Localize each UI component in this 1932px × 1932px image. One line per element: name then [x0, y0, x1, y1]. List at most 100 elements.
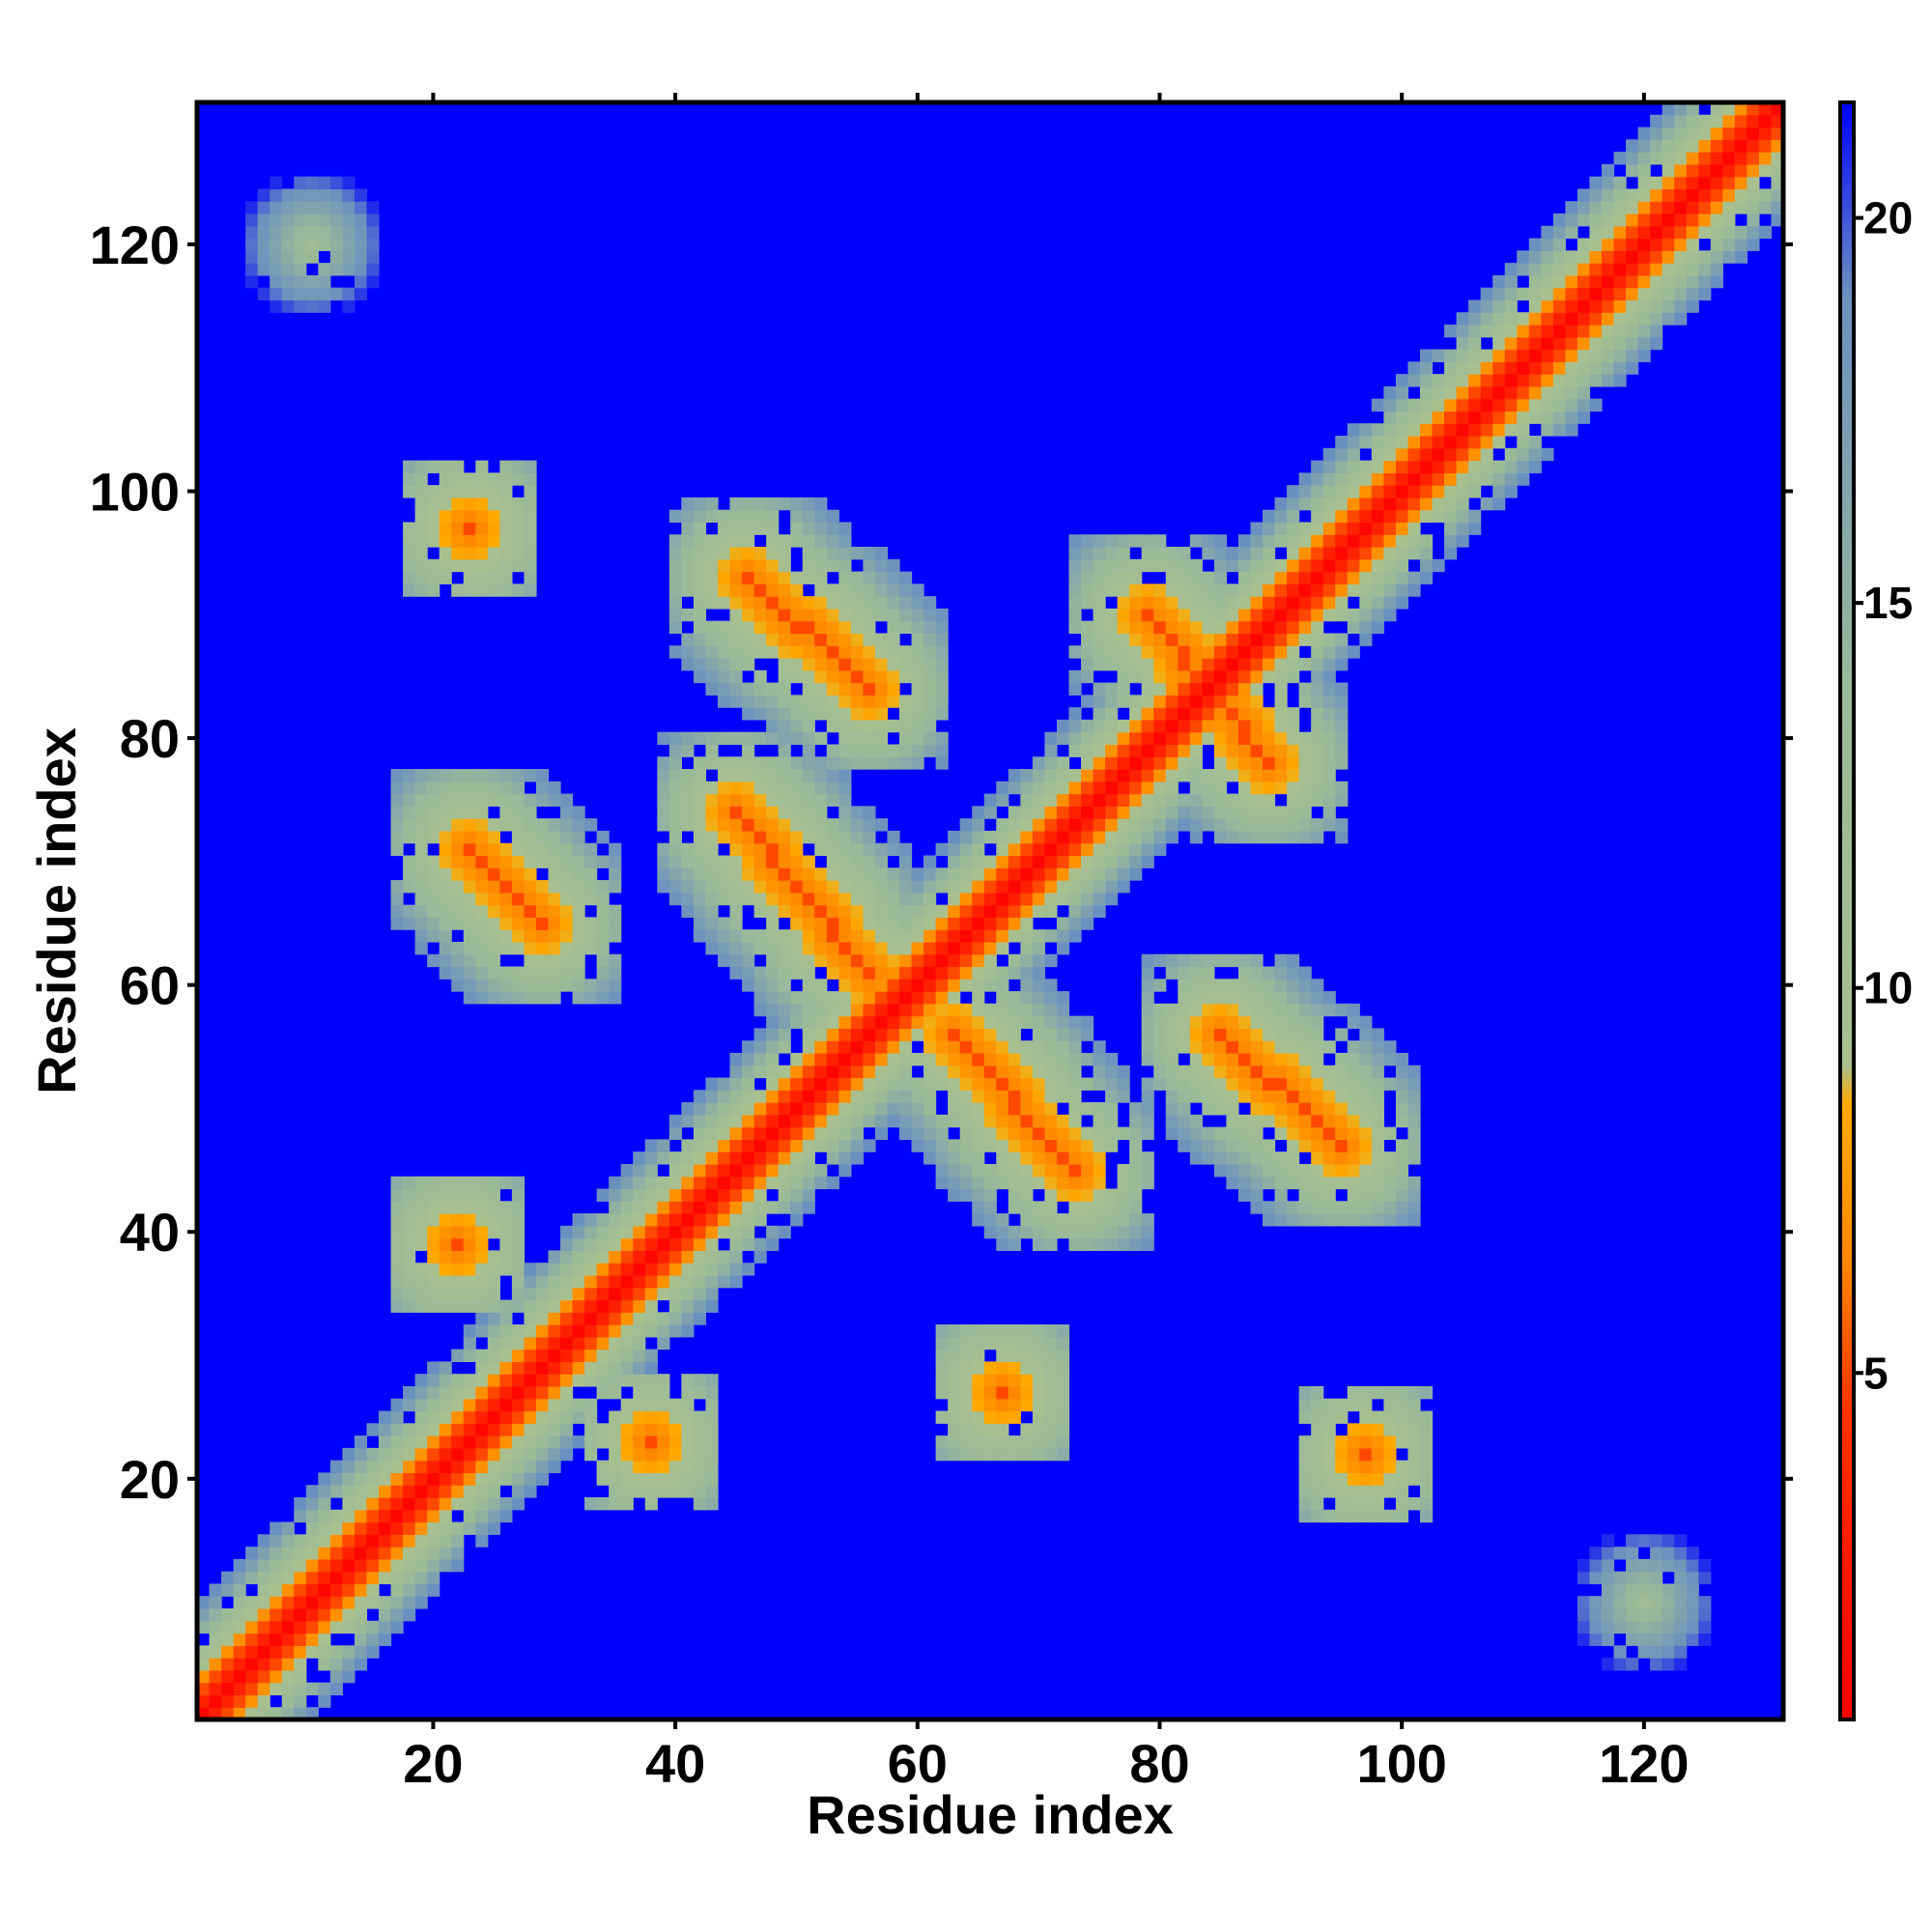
heatmap-cell — [1552, 398, 1566, 412]
heatmap-cell — [572, 1299, 585, 1313]
heatmap-cell — [305, 201, 319, 214]
heatmap-cell — [1734, 225, 1747, 240]
heatmap-cell — [838, 1151, 852, 1165]
heatmap-cell — [535, 1385, 550, 1400]
heatmap-cell — [874, 608, 889, 622]
heatmap-cell — [1008, 1324, 1021, 1338]
heatmap-cell — [390, 880, 404, 894]
heatmap-cell — [705, 596, 719, 610]
heatmap-cell — [427, 571, 440, 584]
heatmap-cell — [535, 904, 550, 918]
heatmap-cell — [729, 1052, 743, 1066]
heatmap-cell — [972, 806, 985, 819]
heatmap-cell — [1117, 842, 1130, 857]
heatmap-cell — [1359, 1398, 1373, 1412]
heatmap-cell — [1226, 1052, 1239, 1066]
heatmap-cell — [705, 842, 719, 857]
heatmap-cell — [911, 645, 924, 659]
heatmap-cell — [1698, 188, 1712, 202]
heatmap-cell — [403, 1583, 416, 1597]
heatmap-cell — [1056, 1188, 1070, 1202]
heatmap-cell — [693, 1126, 707, 1141]
heatmap-cell — [1710, 114, 1723, 128]
heatmap-cell — [209, 1669, 222, 1684]
heatmap-cell — [693, 1374, 707, 1387]
heatmap-cell — [1093, 867, 1106, 881]
heatmap-cell — [560, 904, 574, 918]
heatmap-cell — [439, 855, 452, 868]
heatmap-cell — [1601, 225, 1615, 240]
heatmap-cell — [790, 1052, 804, 1066]
heatmap-cell — [753, 497, 767, 511]
heatmap-cell — [257, 1633, 270, 1646]
heatmap-cell — [294, 299, 307, 313]
heatmap-cell — [329, 1669, 344, 1684]
heatmap-cell — [1189, 658, 1203, 671]
heatmap-cell — [1287, 1213, 1300, 1227]
heatmap-cell — [1153, 793, 1167, 807]
heatmap-cell — [1650, 1645, 1663, 1659]
heatmap-cell — [1480, 460, 1493, 473]
heatmap-cell — [1068, 1102, 1082, 1116]
heatmap-cell — [1237, 682, 1252, 696]
heatmap-cell — [766, 855, 780, 868]
heatmap-cell — [1178, 806, 1191, 819]
x-axis-label: Residue index — [807, 1784, 1174, 1845]
heatmap-cell — [633, 1151, 646, 1165]
heatmap-cell — [681, 1385, 695, 1400]
heatmap-cell — [729, 917, 743, 930]
heatmap-cell — [766, 583, 780, 597]
heatmap-cell — [826, 756, 839, 770]
heatmap-cell — [1081, 769, 1094, 782]
heatmap-cell — [983, 941, 997, 955]
heatmap-cell — [838, 1028, 852, 1041]
heatmap-cell — [1552, 361, 1566, 375]
heatmap-cell — [972, 1398, 985, 1412]
heatmap-cell — [1032, 867, 1045, 881]
heatmap-cell — [996, 892, 1009, 906]
heatmap-cell — [1020, 1225, 1034, 1239]
heatmap-cell — [1541, 312, 1554, 326]
heatmap-cell — [705, 1274, 719, 1289]
heatmap-cell — [838, 608, 852, 622]
heatmap-cell — [1298, 756, 1312, 770]
heatmap-cell — [1674, 1547, 1688, 1560]
heatmap-cell — [1577, 1596, 1591, 1609]
heatmap-cell — [257, 1534, 270, 1548]
heatmap-cell — [414, 571, 428, 584]
heatmap-cell — [1686, 114, 1699, 128]
heatmap-cell — [233, 1620, 246, 1634]
heatmap-cell — [814, 497, 828, 511]
heatmap-cell — [1226, 830, 1239, 844]
heatmap-cell — [209, 1682, 222, 1696]
heatmap-cell — [1528, 374, 1542, 387]
heatmap-cell — [1335, 1176, 1349, 1190]
heatmap-cell — [1359, 1077, 1373, 1091]
heatmap-cell — [983, 929, 997, 943]
heatmap-cell — [874, 695, 889, 708]
heatmap-cell — [524, 1299, 537, 1313]
heatmap-cell — [863, 991, 876, 1005]
heatmap-cell — [1189, 731, 1203, 746]
heatmap-cell — [463, 1324, 476, 1338]
heatmap-cell — [1056, 1139, 1070, 1152]
heatmap-cell — [487, 522, 500, 535]
heatmap-cell — [245, 225, 259, 240]
heatmap-cell — [305, 188, 319, 202]
heatmap-cell — [1335, 818, 1349, 832]
heatmap-cell — [838, 620, 852, 635]
heatmap-cell — [548, 1374, 561, 1387]
heatmap-cell — [1626, 201, 1639, 214]
heatmap-cell — [729, 583, 743, 597]
heatmap-cell — [1504, 472, 1518, 486]
heatmap-cell — [753, 1188, 767, 1202]
heatmap-cell — [1250, 695, 1264, 708]
heatmap-cell — [1626, 1583, 1639, 1597]
heatmap-cell — [294, 1558, 307, 1573]
heatmap-cell — [729, 1065, 743, 1079]
heatmap-cell — [342, 1645, 355, 1659]
heatmap-cell — [1056, 818, 1070, 832]
heatmap-cell — [1674, 287, 1688, 301]
heatmap-cell — [1129, 707, 1143, 721]
heatmap-cell — [948, 953, 961, 968]
